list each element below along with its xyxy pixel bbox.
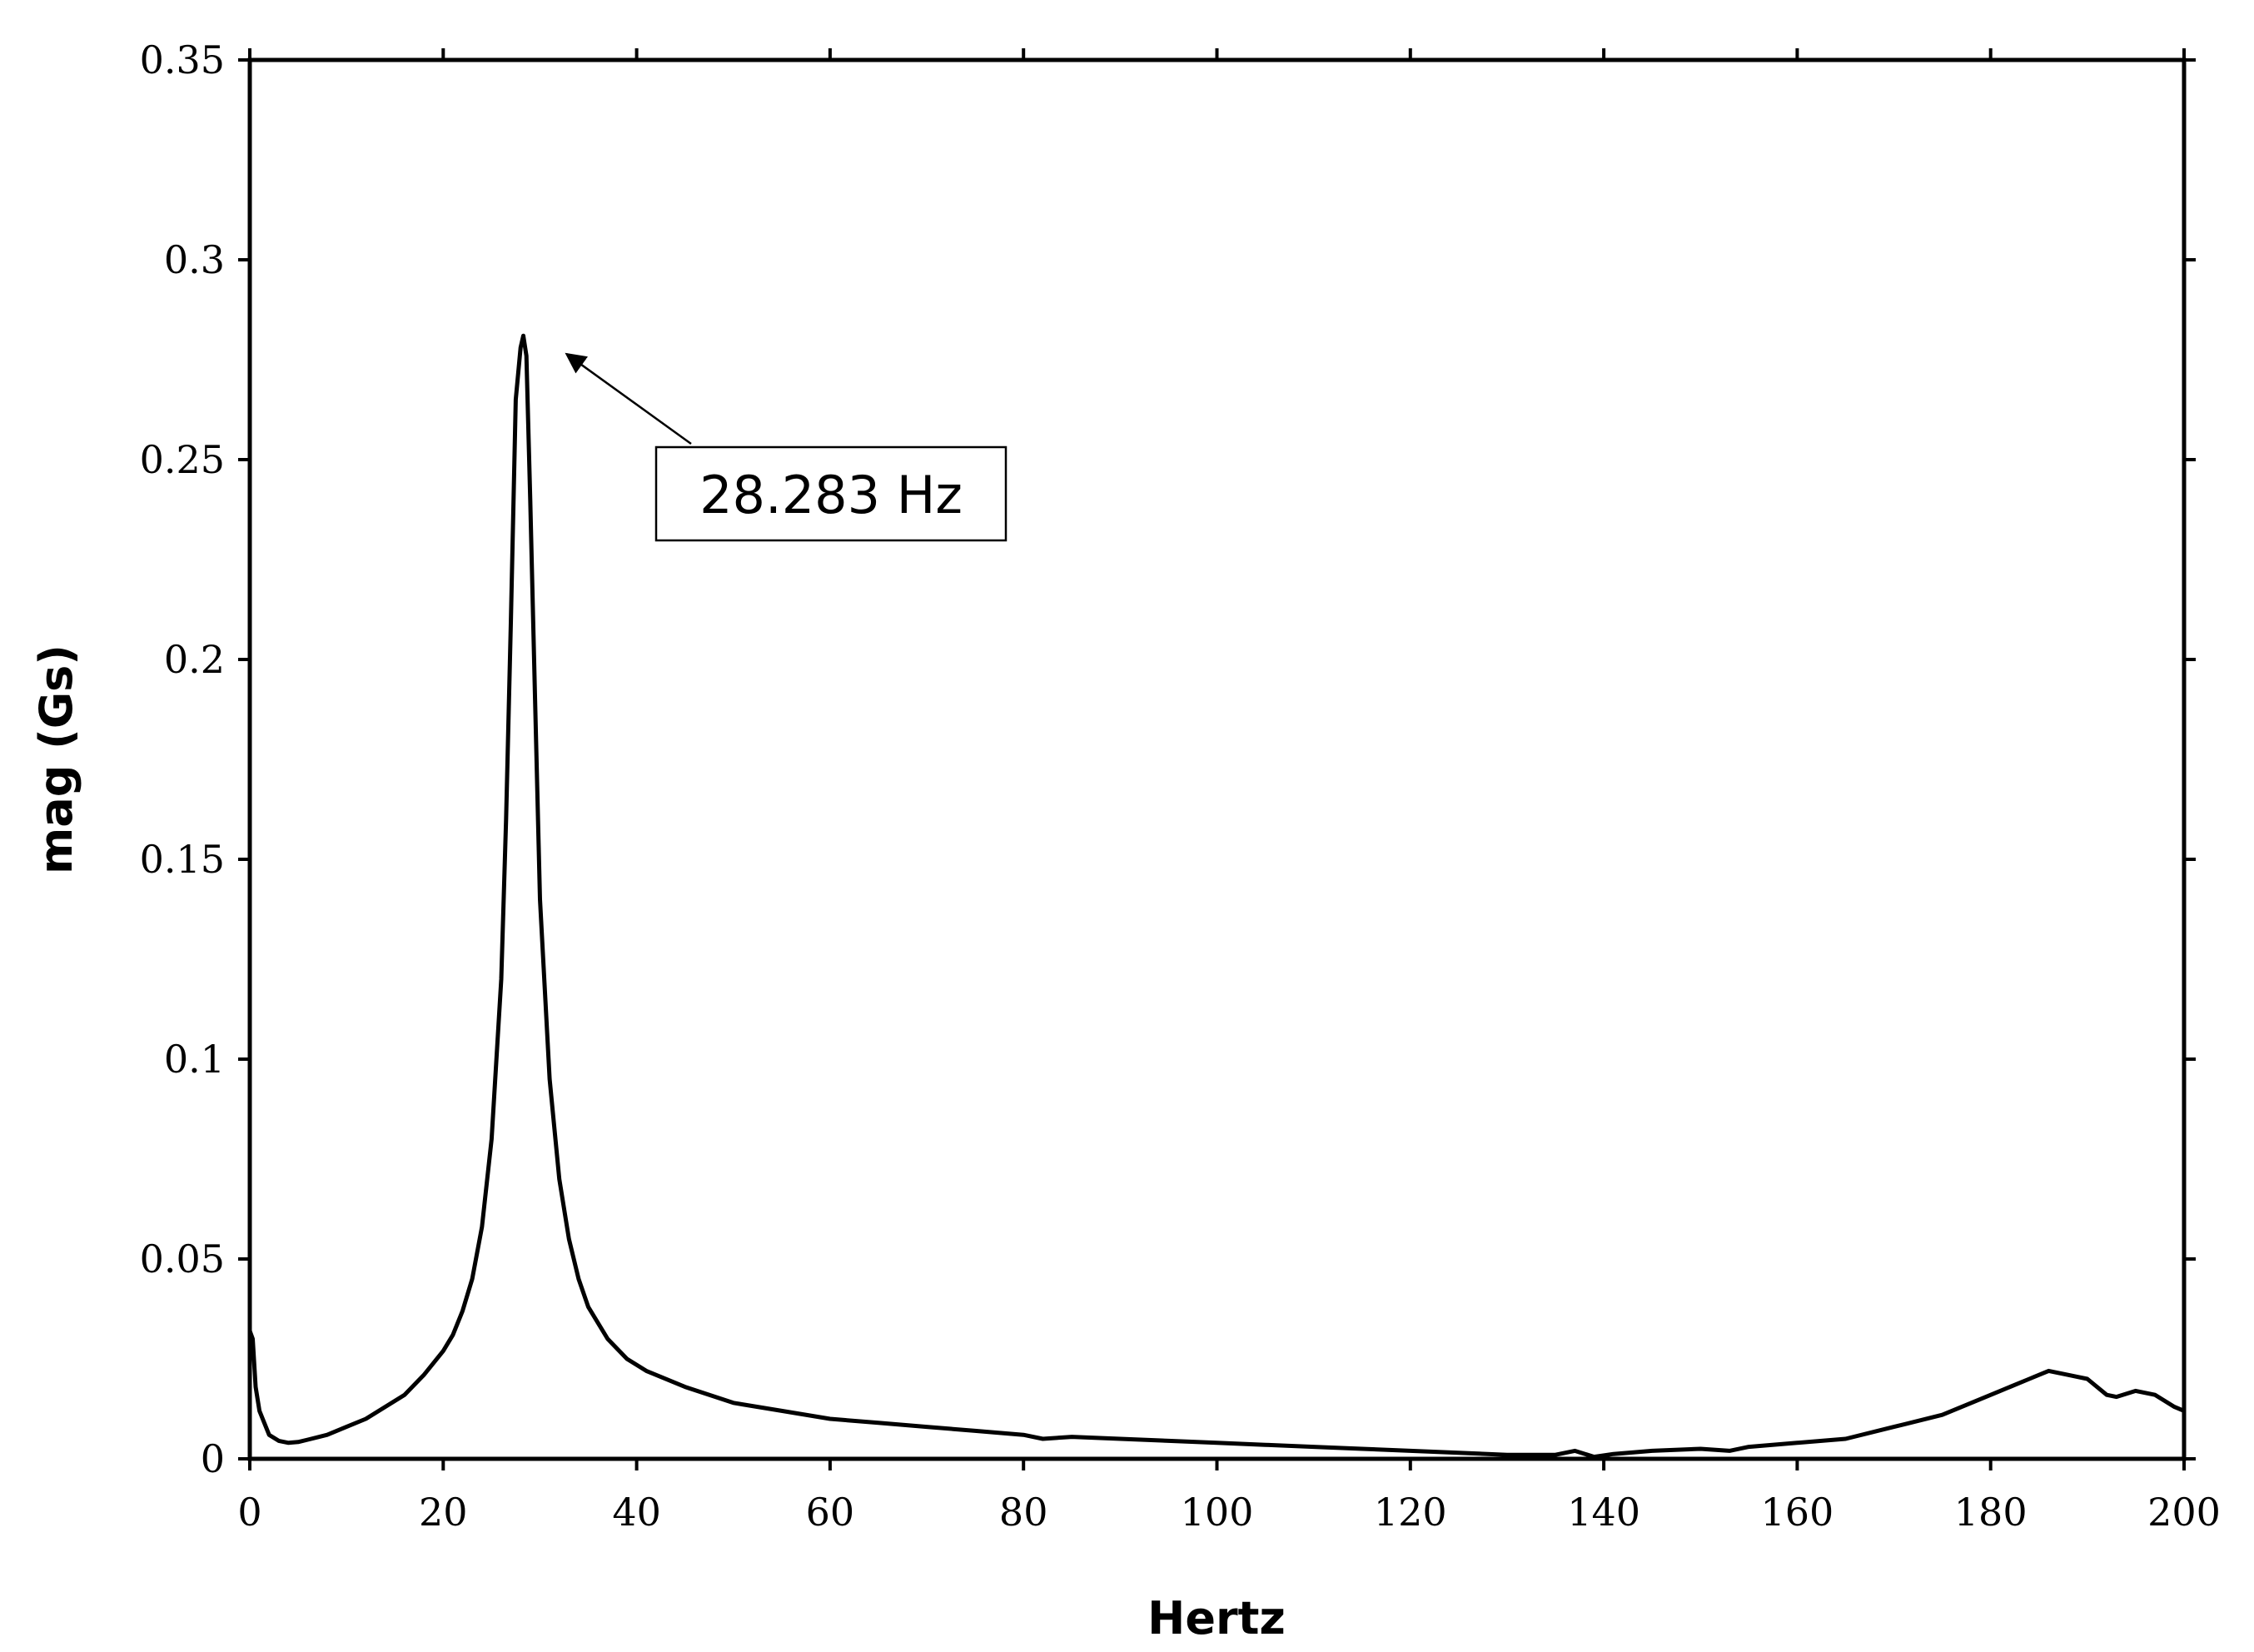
x-tick-label: 0 xyxy=(237,1490,261,1535)
y-tick-label: 0.2 xyxy=(164,637,225,682)
annotation-label: 28.283 Hz xyxy=(699,465,963,525)
plot-frame xyxy=(247,57,2187,1461)
y-tick-label: 0.05 xyxy=(140,1237,225,1281)
x-tick-label: 120 xyxy=(1374,1490,1447,1535)
y-tick-label: 0.15 xyxy=(140,837,225,882)
y-tick-label: 0.25 xyxy=(140,437,225,482)
series-line xyxy=(247,333,2185,1460)
x-tick-label: 160 xyxy=(1760,1490,1834,1535)
y-axis-title: mag (Gs) xyxy=(30,644,82,874)
x-tick-label: 140 xyxy=(1567,1490,1640,1535)
y-tick-label: 0.3 xyxy=(164,237,225,282)
x-tick-label: 100 xyxy=(1181,1490,1254,1535)
y-tick-label: 0.35 xyxy=(140,37,225,82)
x-tick-label: 60 xyxy=(806,1490,855,1535)
y-tick-label: 0.1 xyxy=(164,1037,225,1082)
y-tick-label: 0 xyxy=(201,1436,225,1481)
annotation: 28.283 Hz xyxy=(565,352,1008,542)
x-tick-label: 200 xyxy=(2147,1490,2221,1535)
x-tick-label: 80 xyxy=(999,1490,1048,1535)
annotation-arrow xyxy=(565,352,692,445)
x-tick-label: 40 xyxy=(612,1490,661,1535)
y-axis-ticks: 0 0.05 0.1 0.15 0.2 0.25 0.3 0.35 xyxy=(140,37,2196,1481)
annotation-box xyxy=(654,445,1008,542)
x-tick-label: 180 xyxy=(1954,1490,2028,1535)
x-tick-label: 20 xyxy=(419,1490,468,1535)
x-axis-title: Hertz xyxy=(1147,1592,1286,1645)
x-axis-ticks: 0 20 40 60 80 100 120 140 160 180 200 xyxy=(237,48,2221,1535)
